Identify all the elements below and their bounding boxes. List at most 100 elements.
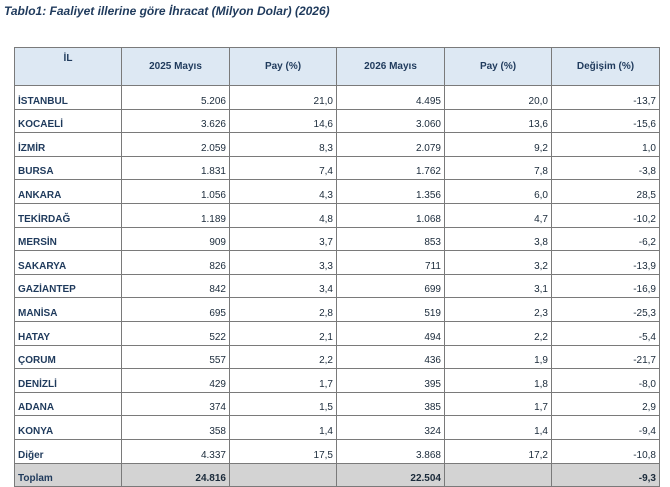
province-name: MANİSA: [14, 297, 122, 322]
value-2025: 842: [121, 273, 230, 299]
value-2026: 385: [336, 391, 445, 417]
value-2026: 711: [336, 250, 445, 275]
change-percent: -5,4: [551, 320, 660, 346]
change-percent: -10,8: [551, 438, 660, 464]
table-row: DENİZLİ 429 1,7 395 1,8 -8,0: [14, 368, 660, 393]
province-name: BURSA: [14, 155, 122, 181]
value-2026: 3.868: [336, 438, 445, 464]
table-caption: Tablo1: Faaliyet illerine göre İhracat (…: [4, 4, 330, 18]
value-2026: 324: [336, 415, 445, 440]
table-row: İZMİR 2.059 8,3 2.079 9,2 1,0: [14, 132, 660, 157]
province-name: ADANA: [14, 391, 122, 417]
province-name: İSTANBUL: [14, 85, 122, 110]
share-2026: 9,2: [444, 132, 552, 157]
table-row: KONYA 358 1,4 324 1,4 -9,4: [14, 415, 660, 440]
value-2025: 374: [121, 391, 230, 417]
value-2025: 695: [121, 297, 230, 322]
column-header-pay-2025: Pay (%): [229, 47, 337, 86]
value-2026: 436: [336, 344, 445, 370]
change-percent: 1,0: [551, 132, 660, 157]
export-table: İL 2025 Mayıs Pay (%) 2026 Mayıs Pay (%)…: [14, 47, 660, 487]
value-2026: 1.762: [336, 155, 445, 181]
share-2025: 1,7: [229, 368, 337, 393]
value-2025: 2.059: [121, 132, 230, 157]
value-2025: 24.816: [121, 462, 230, 487]
value-2026: 1.068: [336, 202, 445, 228]
share-2026: 1,9: [444, 344, 552, 370]
table-row: MERSİN 909 3,7 853 3,8 -6,2: [14, 226, 660, 252]
share-2026: 2,3: [444, 297, 552, 322]
province-name: ÇORUM: [14, 344, 122, 370]
province-name: MERSİN: [14, 226, 122, 252]
table-row: TEKİRDAĞ 1.189 4,8 1.068 4,7 -10,2: [14, 202, 660, 228]
share-2025: 4,8: [229, 202, 337, 228]
share-2026: 1,4: [444, 415, 552, 440]
change-percent: 28,5: [551, 179, 660, 204]
share-2025: 8,3: [229, 132, 337, 157]
share-2026: 2,2: [444, 320, 552, 346]
value-2025: 1.831: [121, 155, 230, 181]
change-percent: -9,3: [551, 462, 660, 487]
province-name: SAKARYA: [14, 250, 122, 275]
header-row: İL 2025 Mayıs Pay (%) 2026 Mayıs Pay (%)…: [14, 47, 660, 86]
value-2026: 395: [336, 368, 445, 393]
change-percent: -15,6: [551, 108, 660, 134]
table-row: SAKARYA 826 3,3 711 3,2 -13,9: [14, 250, 660, 275]
value-2025: 5.206: [121, 85, 230, 110]
province-name: ANKARA: [14, 179, 122, 204]
share-2026: 3,1: [444, 273, 552, 299]
province-name: TEKİRDAĞ: [14, 202, 122, 228]
value-2025: 1.189: [121, 202, 230, 228]
share-2026: 3,2: [444, 250, 552, 275]
column-header-2025: 2025 Mayıs: [121, 47, 230, 86]
table-row: KOCAELİ 3.626 14,6 3.060 13,6 -15,6: [14, 108, 660, 134]
share-2025: 2,2: [229, 344, 337, 370]
change-percent: 2,9: [551, 391, 660, 417]
value-2026: 4.495: [336, 85, 445, 110]
share-2025: 17,5: [229, 438, 337, 464]
share-2025: 3,7: [229, 226, 337, 252]
share-2025: 2,1: [229, 320, 337, 346]
column-header-pay-2026: Pay (%): [444, 47, 552, 86]
table-row: Diğer 4.337 17,5 3.868 17,2 -10,8: [14, 438, 660, 464]
share-2026: 1,8: [444, 368, 552, 393]
province-name: GAZİANTEP: [14, 273, 122, 299]
province-name: KOCAELİ: [14, 108, 122, 134]
value-2025: 557: [121, 344, 230, 370]
province-name: DENİZLİ: [14, 368, 122, 393]
province-name: HATAY: [14, 320, 122, 346]
change-percent: -13,9: [551, 250, 660, 275]
change-percent: -8,0: [551, 368, 660, 393]
change-percent: -21,7: [551, 344, 660, 370]
table-row: ANKARA 1.056 4,3 1.356 6,0 28,5: [14, 179, 660, 204]
share-2025: 3,3: [229, 250, 337, 275]
value-2026: 1.356: [336, 179, 445, 204]
share-2026: 7,8: [444, 155, 552, 181]
share-2026: 3,8: [444, 226, 552, 252]
share-2025: 14,6: [229, 108, 337, 134]
share-2025: 7,4: [229, 155, 337, 181]
province-name: KONYA: [14, 415, 122, 440]
share-2025: 4,3: [229, 179, 337, 204]
table-row: MANİSA 695 2,8 519 2,3 -25,3: [14, 297, 660, 322]
share-2025: 3,4: [229, 273, 337, 299]
province-name: Toplam: [14, 462, 122, 487]
table-row: ÇORUM 557 2,2 436 1,9 -21,7: [14, 344, 660, 370]
value-2026: 853: [336, 226, 445, 252]
share-2025: [229, 462, 337, 487]
value-2026: 2.079: [336, 132, 445, 157]
share-2026: 17,2: [444, 438, 552, 464]
column-header-il: İL: [14, 47, 122, 86]
value-2025: 4.337: [121, 438, 230, 464]
total-row: Toplam 24.816 22.504 -9,3: [14, 462, 660, 487]
share-2026: 20,0: [444, 85, 552, 110]
value-2025: 522: [121, 320, 230, 346]
value-2026: 22.504: [336, 462, 445, 487]
share-2026: 1,7: [444, 391, 552, 417]
change-percent: -6,2: [551, 226, 660, 252]
share-2025: 1,5: [229, 391, 337, 417]
table-row: ADANA 374 1,5 385 1,7 2,9: [14, 391, 660, 417]
province-name: Diğer: [14, 438, 122, 464]
share-2025: 21,0: [229, 85, 337, 110]
share-2026: [444, 462, 552, 487]
